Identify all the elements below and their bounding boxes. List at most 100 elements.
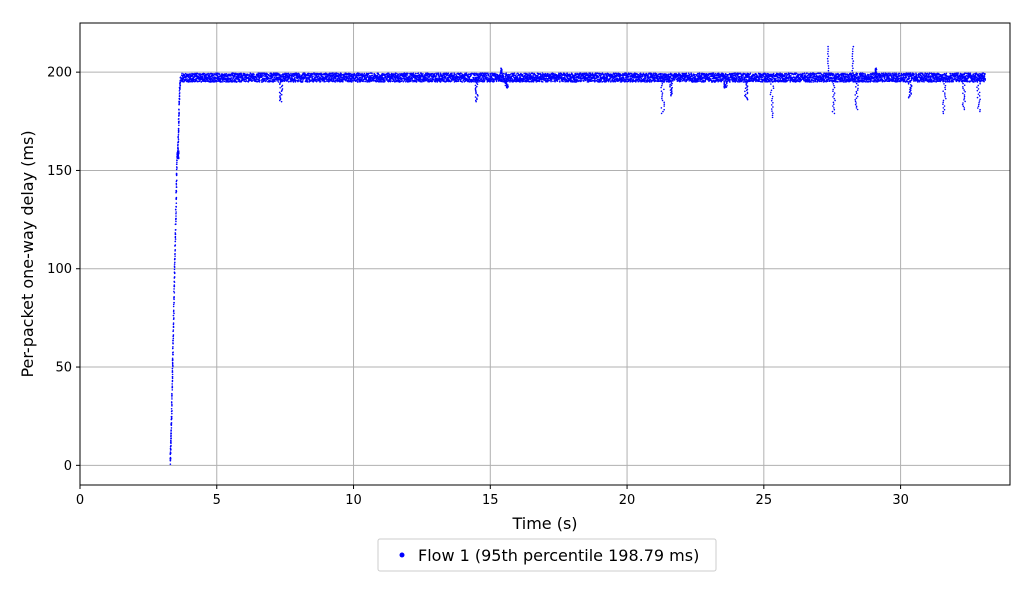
- data-point: [687, 72, 690, 75]
- data-point: [241, 75, 244, 78]
- data-point: [176, 152, 179, 155]
- data-point: [292, 75, 295, 78]
- data-point: [171, 410, 173, 412]
- data-point: [474, 72, 476, 75]
- data-point: [173, 263, 176, 265]
- data-point: [170, 442, 172, 445]
- data-point: [456, 78, 458, 81]
- data-point: [199, 72, 201, 75]
- data-point: [236, 81, 238, 83]
- data-point: [182, 79, 184, 81]
- data-point: [248, 73, 251, 76]
- data-point: [177, 155, 180, 157]
- data-point: [173, 271, 176, 273]
- data-point: [197, 80, 200, 83]
- data-point: [175, 172, 178, 175]
- data-point: [178, 90, 181, 92]
- data-point: [169, 463, 172, 465]
- data-point: [178, 102, 181, 105]
- data-point: [396, 72, 398, 75]
- data-point: [174, 232, 177, 234]
- data-point: [176, 159, 178, 161]
- data-point: [606, 77, 609, 80]
- data-point: [216, 72, 219, 75]
- data-point: [582, 80, 585, 82]
- data-point: [169, 459, 172, 462]
- data-point: [174, 258, 176, 260]
- data-point: [653, 72, 655, 75]
- data-point: [398, 73, 401, 75]
- data-point: [233, 77, 235, 79]
- data-point: [414, 72, 417, 75]
- data-point: [172, 309, 175, 312]
- data-point: [238, 76, 241, 79]
- data-point: [384, 75, 387, 78]
- data-point: [172, 351, 174, 353]
- data-point: [689, 73, 691, 76]
- data-point: [601, 80, 604, 83]
- data-point: [206, 80, 208, 83]
- data-point: [175, 186, 178, 189]
- data-point: [593, 76, 596, 78]
- data-point: [172, 323, 175, 326]
- data-point: [505, 72, 508, 75]
- data-point: [310, 76, 312, 79]
- data-point: [219, 79, 222, 81]
- grid-lines: [79, 23, 1010, 485]
- data-point: [680, 78, 683, 81]
- data-point: [625, 72, 628, 75]
- data-point: [171, 375, 174, 378]
- data-point: [556, 80, 559, 82]
- data-point: [169, 447, 172, 450]
- data-point: [477, 72, 479, 75]
- data-point: [411, 77, 414, 80]
- data-point: [218, 73, 221, 75]
- data-point: [175, 202, 178, 205]
- data-point: [308, 78, 311, 81]
- data-point: [365, 80, 367, 83]
- data-point: [502, 72, 505, 75]
- data-point: [173, 268, 176, 271]
- data-point: [179, 81, 181, 84]
- data-point: [173, 284, 176, 286]
- data-point: [175, 211, 177, 213]
- data-point: [186, 78, 188, 80]
- data-point: [580, 80, 583, 82]
- data-point: [176, 161, 178, 164]
- data-point: [174, 238, 177, 240]
- data-point: [172, 325, 175, 328]
- data-point: [191, 72, 193, 75]
- data-point: [273, 76, 276, 78]
- data-point: [178, 92, 181, 94]
- data-point: [247, 73, 249, 76]
- data-point: [171, 398, 173, 400]
- data-point: [177, 135, 179, 138]
- data-point: [258, 79, 261, 82]
- data-point: [291, 76, 293, 78]
- data-point: [222, 80, 224, 83]
- data-point: [408, 75, 411, 77]
- data-point: [451, 72, 453, 75]
- data-point: [538, 80, 541, 83]
- data-point: [645, 72, 648, 75]
- data-point: [688, 79, 690, 82]
- data-point: [175, 215, 177, 217]
- data-point: [274, 80, 276, 83]
- data-point: [173, 288, 175, 290]
- data-point: [277, 81, 280, 83]
- data-point: [487, 76, 489, 79]
- data-point: [430, 77, 432, 80]
- data-point: [277, 72, 279, 75]
- data-point: [178, 113, 180, 115]
- data-point: [173, 272, 176, 275]
- data-point: [502, 75, 505, 78]
- data-point: [172, 339, 174, 341]
- data-point: [641, 75, 644, 78]
- data-point: [428, 77, 431, 79]
- data-point: [622, 76, 625, 79]
- data-point: [312, 75, 314, 78]
- data-point: [172, 322, 175, 324]
- data-point: [171, 379, 174, 382]
- data-point: [172, 329, 175, 331]
- data-point: [175, 220, 177, 223]
